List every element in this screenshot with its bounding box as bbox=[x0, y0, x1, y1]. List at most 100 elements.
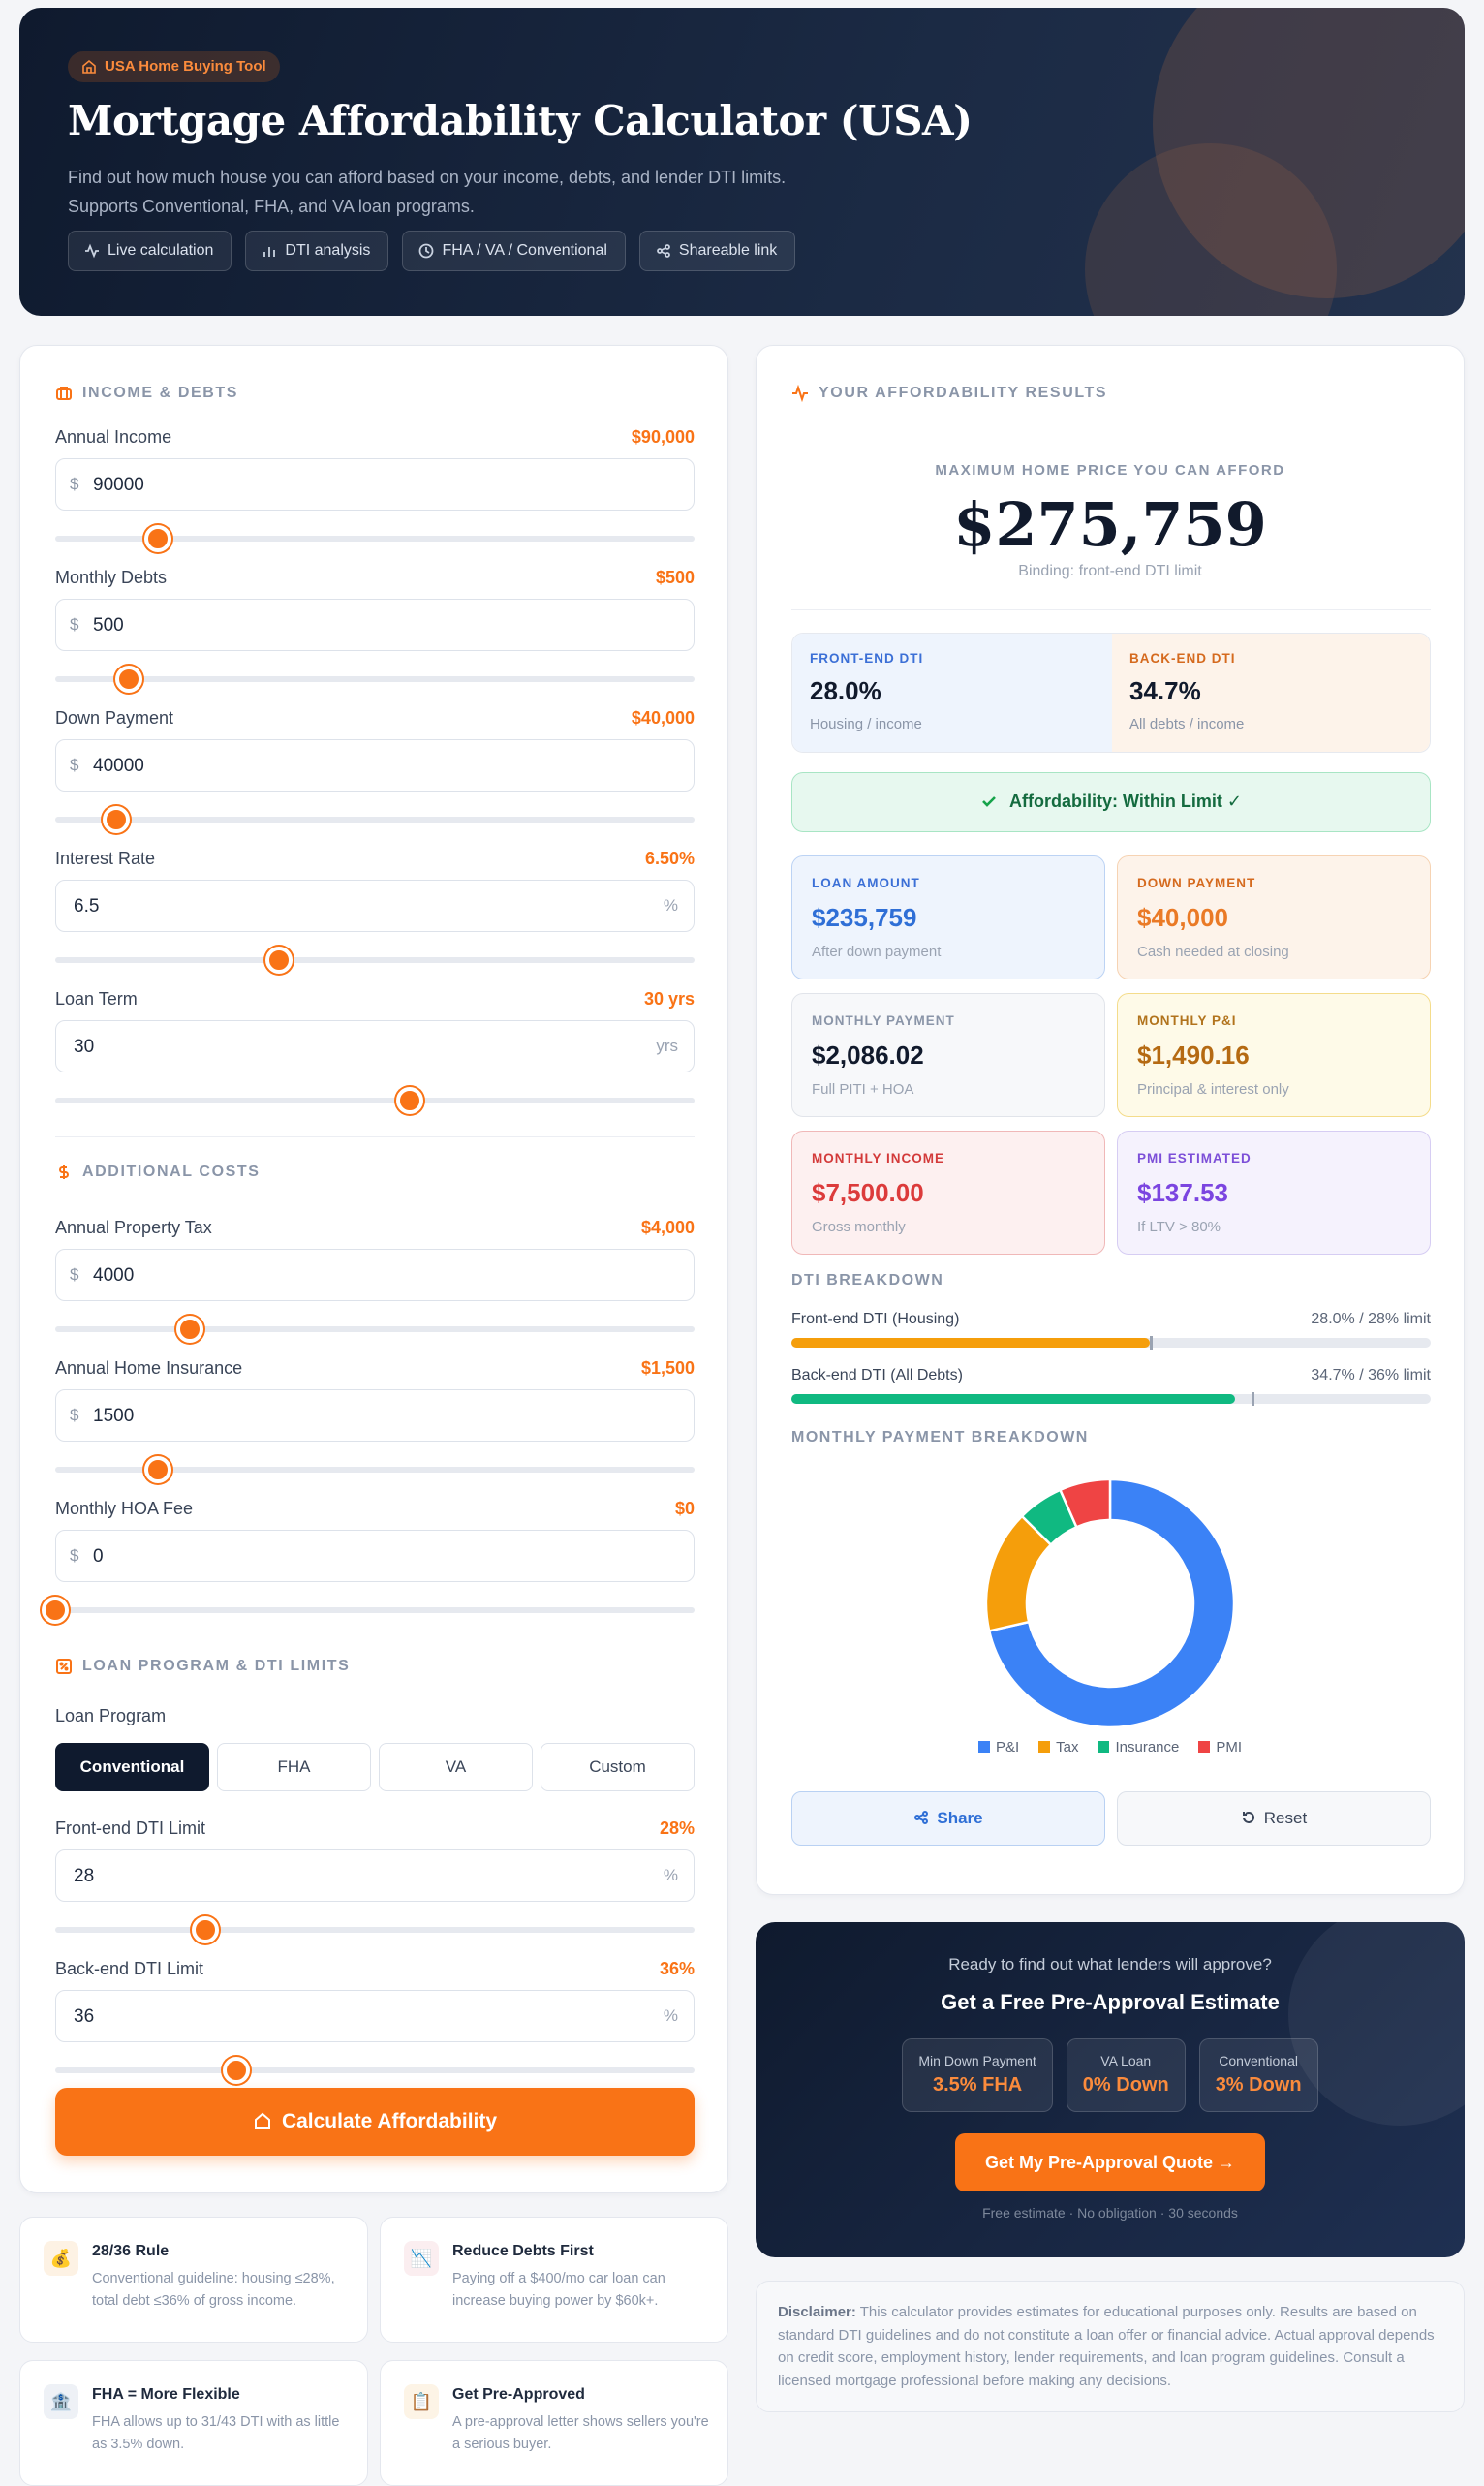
slider-thumb[interactable] bbox=[42, 1597, 69, 1624]
calculate-label: Calculate Affordability bbox=[281, 2110, 498, 2132]
loan-term-slider[interactable] bbox=[55, 1087, 695, 1114]
donut-slice-p-i bbox=[987, 1477, 1236, 1729]
annual-income-label: Annual Income bbox=[55, 427, 172, 447]
monthly-debts-input[interactable]: $500 bbox=[55, 599, 695, 651]
back-dti-sub: All debts / income bbox=[1129, 716, 1245, 732]
percent-icon bbox=[56, 1659, 72, 1674]
calculate-button[interactable]: Calculate Affordability bbox=[55, 2088, 695, 2156]
tip-text: A pre-approval letter shows sellers you'… bbox=[452, 2414, 709, 2452]
max-price-label: MAXIMUM HOME PRICE YOU CAN AFFORD bbox=[935, 462, 1285, 479]
legend-item-p-i: P&I bbox=[977, 1739, 1019, 1756]
stat-sub: After down payment bbox=[812, 944, 942, 960]
chip-loan-types: FHA / VA / Conventional bbox=[402, 231, 626, 271]
money-bag-icon: 💰 bbox=[44, 2241, 78, 2276]
slider-thumb[interactable] bbox=[222, 2057, 250, 2084]
dollar-icon bbox=[59, 1165, 69, 1179]
pre-approval-quote-button[interactable]: Get My Pre-Approval Quote → bbox=[955, 2133, 1265, 2191]
annual-home-insurance-input[interactable]: $1500 bbox=[55, 1389, 695, 1442]
stat-label: MONTHLY PAYMENT bbox=[812, 1013, 955, 1028]
loan-term-input[interactable]: 30 yrs bbox=[55, 1020, 695, 1072]
annual-property-tax-input[interactable]: $4000 bbox=[55, 1249, 695, 1301]
share-icon bbox=[914, 1811, 929, 1824]
activity-icon bbox=[792, 385, 808, 402]
down-payment-input[interactable]: $40000 bbox=[55, 739, 695, 792]
slider-thumb[interactable] bbox=[114, 666, 142, 693]
back-dti-limit-mark bbox=[1252, 1392, 1255, 1406]
down-payment-value: 40000 bbox=[93, 756, 144, 776]
interest-rate-label: Interest Rate bbox=[55, 849, 156, 868]
hero-banner: USA Home Buying Tool Mortgage Affordabil… bbox=[19, 8, 1465, 316]
monthly-hoa-fee-display: $0 bbox=[674, 1499, 695, 1518]
monthly-hoa-fee-slider[interactable] bbox=[42, 1597, 695, 1624]
front-end-dti-limit-input[interactable]: 28% bbox=[55, 1849, 695, 1902]
slider-thumb[interactable] bbox=[143, 1456, 171, 1483]
share-button[interactable]: Share bbox=[791, 1791, 1105, 1846]
monthly-hoa-fee-input[interactable]: $0 bbox=[55, 1530, 695, 1582]
annual-income-input[interactable]: $90000 bbox=[55, 458, 695, 511]
program-fha-button[interactable]: FHA bbox=[217, 1743, 371, 1791]
program-custom-button[interactable]: Custom bbox=[541, 1743, 695, 1791]
legend-item-tax: Tax bbox=[1038, 1739, 1078, 1756]
slider-thumb[interactable] bbox=[102, 806, 130, 833]
check-icon bbox=[982, 796, 996, 807]
page-title: Mortgage Affordability Calculator (USA) bbox=[68, 97, 973, 144]
page-subtitle: Find out how much house you can afford b… bbox=[68, 168, 787, 216]
reset-button[interactable]: Reset bbox=[1117, 1791, 1431, 1846]
program-va-button[interactable]: VA bbox=[379, 1743, 533, 1791]
slider-thumb[interactable] bbox=[396, 1087, 424, 1114]
back-end-dti-limit-display: 36% bbox=[659, 1959, 695, 1978]
affordability-status-badge: Affordability: Within Limit ✓ bbox=[791, 772, 1431, 832]
down-payment-stat: DOWN PAYMENT $40,000 Cash needed at closin… bbox=[1117, 855, 1431, 979]
annual-home-insurance-display: $1,500 bbox=[640, 1358, 695, 1378]
donut-slice-pmi bbox=[1058, 1477, 1112, 1529]
cta-question: Ready to find out what lenders will appr… bbox=[948, 1955, 1272, 1973]
back-end-dti-limit-slider[interactable] bbox=[55, 2057, 695, 2084]
slider-thumb[interactable] bbox=[192, 1916, 220, 1943]
monthly-debts-display: $500 bbox=[655, 568, 695, 587]
pill-value: 0% Down bbox=[1082, 2074, 1169, 2096]
chip-live-calculation: Live calculation bbox=[68, 231, 232, 271]
front-end-dti-limit-label: Front-end DTI Limit bbox=[55, 1818, 206, 1838]
monthly-debts-label: Monthly Debts bbox=[55, 568, 168, 587]
monthly-payment-stat: MONTHLY PAYMENT $2,086.02 Full PITI + HOA bbox=[791, 993, 1105, 1117]
down-payment-slider[interactable] bbox=[55, 806, 695, 833]
cta-pills: Min Down Payment 3.5% FHA VA Loan 0% Down … bbox=[756, 2038, 1465, 2112]
stat-label: PMI ESTIMATED bbox=[1137, 1151, 1252, 1165]
hero-tag: USA Home Buying Tool bbox=[68, 51, 280, 82]
annual-income-value: 90000 bbox=[93, 475, 144, 495]
tip-card: 📉 Reduce Debts First Paying off a $400/m… bbox=[380, 2217, 728, 2343]
tip-card: 💰 28/36 Rule Conventional guideline: hou… bbox=[19, 2217, 368, 2343]
currency-prefix: $ bbox=[70, 756, 79, 774]
payment-donut-chart bbox=[984, 1477, 1236, 1729]
annual-property-tax-slider[interactable] bbox=[55, 1316, 695, 1343]
tip-card: 🏦 FHA = More Flexible FHA allows up to 3… bbox=[19, 2360, 368, 2486]
dti-summary: FRONT-END DTI 28.0% Housing / income BAC… bbox=[791, 633, 1431, 753]
chip-label: DTI analysis bbox=[285, 242, 371, 259]
monthly-p-i-stat: MONTHLY P&I $1,490.16 Principal & interest… bbox=[1117, 993, 1431, 1117]
front-end-dti-limit-slider[interactable] bbox=[55, 1916, 695, 1943]
back-end-dti-limit-input[interactable]: 36% bbox=[55, 1990, 695, 2042]
monthly-debts-slider[interactable] bbox=[55, 666, 695, 693]
slider-thumb[interactable] bbox=[143, 525, 171, 552]
slider-thumb[interactable] bbox=[265, 947, 293, 974]
front-dti-value: 28.0% bbox=[810, 676, 881, 705]
interest-rate-input[interactable]: 6.5% bbox=[55, 880, 695, 932]
program-conventional-button[interactable]: Conventional bbox=[55, 1743, 209, 1791]
clipboard-icon: 📋 bbox=[404, 2384, 439, 2419]
loan-program-selector: Conventional FHA VA Custom bbox=[55, 1743, 695, 1791]
unit-suffix: % bbox=[663, 2006, 678, 2025]
annual-home-insurance-slider[interactable] bbox=[55, 1456, 695, 1483]
back-end-dti-limit-value: 36 bbox=[74, 2006, 95, 2027]
front-end-dti-box: FRONT-END DTI 28.0% Housing / income bbox=[792, 634, 1112, 752]
pill-label: VA Loan bbox=[1100, 2053, 1152, 2068]
section-results: YOUR AFFORDABILITY RESULTS bbox=[791, 385, 1107, 402]
currency-prefix: $ bbox=[70, 1406, 79, 1424]
tip-text: Paying off a $400/mo car loan can increa… bbox=[452, 2271, 665, 2309]
slider-thumb[interactable] bbox=[175, 1316, 203, 1343]
hero-tag-label: USA Home Buying Tool bbox=[105, 58, 266, 75]
section-loan-program: LOAN PROGRAM & DTI LIMITS bbox=[55, 1658, 350, 1675]
interest-rate-slider[interactable] bbox=[55, 947, 695, 974]
annual-income-slider[interactable] bbox=[55, 525, 695, 552]
cta-pill: VA Loan 0% Down bbox=[1066, 2038, 1186, 2112]
front-end-dti-limit-display: 28% bbox=[659, 1818, 695, 1838]
